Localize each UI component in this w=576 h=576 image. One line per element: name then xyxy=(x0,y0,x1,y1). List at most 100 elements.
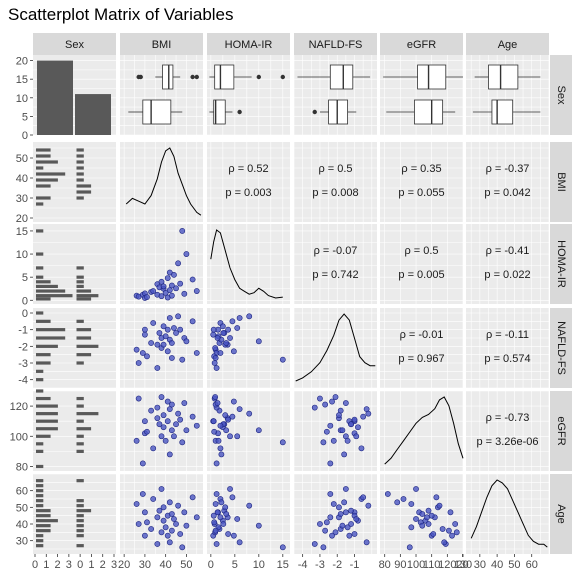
hist-bar-homa-ir-g1 xyxy=(76,289,92,293)
hist-bar-egfr-g1 xyxy=(76,442,84,446)
hist-bar-egfr-g0 xyxy=(36,419,58,423)
scatter-point-bmi-age xyxy=(179,544,186,551)
scatter-point-egfr-age xyxy=(439,526,446,532)
scatter-point-bmi-age xyxy=(141,532,148,539)
hist-bar-egfr-g0 xyxy=(36,404,58,408)
sex-bar-0 xyxy=(37,60,73,136)
scatter-point-bmi-nafld-fs xyxy=(162,333,169,340)
scatter-point-egfr-age xyxy=(419,511,426,517)
hist-bar-age-g0 xyxy=(36,534,44,538)
hist-bar-nafld-fs-g0 xyxy=(36,378,44,382)
x-tick-label-sex: 2 xyxy=(55,559,61,571)
scatter-point-bmi-homa-ir xyxy=(164,275,171,282)
y-tick-label-bmi: 30 xyxy=(16,193,28,205)
strip-label-homa-ir-row: HOMA-IR xyxy=(555,240,567,288)
corr-rho-label: ρ = 0.5 xyxy=(404,245,438,257)
scatter-point-homa-ir-egfr xyxy=(217,422,224,429)
scatter-point-nafld-fs-age xyxy=(341,499,348,506)
hist-bar-egfr-g1 xyxy=(76,449,84,453)
panel-age-bmi xyxy=(120,473,203,554)
scatter-point-nafld-fs-egfr xyxy=(327,460,334,467)
corr-rho-label: ρ = -0.07 xyxy=(314,245,358,257)
scatter-point-bmi-homa-ir xyxy=(173,285,179,292)
scatter-point-bmi-egfr xyxy=(168,401,175,408)
scatter-point-nafld-fs-egfr xyxy=(327,422,334,429)
scatter-point-egfr-age xyxy=(419,522,426,529)
scatter-point-bmi-homa-ir xyxy=(193,288,200,294)
panel-homa-ir-bmi xyxy=(120,224,203,304)
y-tick-label-sex: 20 xyxy=(16,56,28,68)
hist-bar-bmi-g0 xyxy=(36,154,51,158)
panel-background xyxy=(380,142,463,222)
y-tick-label-homa-ir: 0 xyxy=(22,295,28,307)
x-tick-label-egfr: 90 xyxy=(394,559,406,571)
scatter-point-homa-ir-nafld-fs xyxy=(279,356,286,363)
scatter-point-bmi-homa-ir xyxy=(150,288,157,294)
scatter-point-nafld-fs-age xyxy=(329,532,335,539)
corr-p-label: p = 0.005 xyxy=(398,269,444,281)
scatter-point-homa-ir-nafld-fs xyxy=(211,360,218,366)
strip-label-bmi-row: BMI xyxy=(555,172,567,192)
scatter-point-homa-ir-age xyxy=(229,494,236,501)
scatter-point-homa-ir-age xyxy=(225,531,232,537)
hist-bar-homa-ir-g1 xyxy=(76,284,84,289)
hist-bar-age-g0 xyxy=(36,529,51,533)
scatter-point-homa-ir-age xyxy=(212,501,219,507)
hist-bar-bmi-g1 xyxy=(76,148,84,152)
scatter-point-homa-ir-nafld-fs xyxy=(230,348,237,355)
hist-bar-age-g0 xyxy=(36,514,51,518)
panel-age-age xyxy=(466,473,550,554)
strip-egfr-row xyxy=(550,391,572,471)
box-outlier xyxy=(138,74,143,80)
scatter-point-nafld-fs-egfr xyxy=(342,400,349,406)
scatter-point-bmi-nafld-fs xyxy=(141,326,148,333)
scatter-point-bmi-egfr xyxy=(193,422,200,429)
panel-background xyxy=(380,308,463,388)
scatter-point-bmi-age xyxy=(141,509,148,516)
x-tick-label-bmi: 40 xyxy=(160,559,172,571)
scatter-point-homa-ir-egfr xyxy=(236,406,243,413)
scatter-point-bmi-nafld-fs xyxy=(141,331,148,338)
x-tick-label-age: 60 xyxy=(526,559,538,571)
scatter-point-egfr-age xyxy=(413,516,419,522)
panel-bmi-egfr xyxy=(380,142,464,222)
scatter-point-nafld-fs-age xyxy=(317,521,323,527)
scatter-point-bmi-homa-ir xyxy=(171,271,177,278)
hist-bar-egfr-g1 xyxy=(76,412,99,416)
scatter-point-nafld-fs-age xyxy=(336,504,342,511)
scatter-point-homa-ir-age xyxy=(217,514,224,521)
hist-bar-age-g0 xyxy=(36,479,44,483)
scatter-point-bmi-homa-ir xyxy=(158,293,165,300)
corr-p-label: p = 0.055 xyxy=(398,187,444,199)
strip-label-egfr-col: eGFR xyxy=(407,39,436,51)
box-age-0 xyxy=(488,64,519,90)
panel-homa-ir-nafld-fs xyxy=(293,224,377,304)
x-tick-label-sex: 1 xyxy=(43,559,49,571)
hist-bar-age-g1 xyxy=(76,479,84,483)
scatter-point-nafld-fs-age xyxy=(311,541,318,547)
scatter-point-bmi-egfr xyxy=(173,421,179,428)
hist-bar-nafld-fs-g1 xyxy=(76,361,84,365)
hist-bar-age-g0 xyxy=(36,519,58,523)
panel-nafld-fs-homa-ir xyxy=(207,308,290,389)
y-tick-label-age: 30 xyxy=(16,536,28,548)
y-tick-label-sex: 0 xyxy=(22,130,28,142)
scatter-point-homa-ir-egfr xyxy=(223,427,230,434)
scatter-point-bmi-homa-ir xyxy=(160,283,167,290)
scatter-point-egfr-age xyxy=(425,521,432,527)
x-tick-label-egfr: 130 xyxy=(454,559,472,571)
scatter-point-homa-ir-nafld-fs xyxy=(213,365,220,371)
hist-bar-homa-ir-g0 xyxy=(36,252,44,256)
hist-bar-bmi-g0 xyxy=(36,166,44,170)
scatter-point-bmi-nafld-fs xyxy=(154,365,161,371)
scatter-point-bmi-homa-ir xyxy=(168,292,175,299)
y-tick-label-egfr: 120 xyxy=(10,401,28,413)
scatter-point-homa-ir-egfr xyxy=(218,451,225,458)
strip-label-age-row: Age xyxy=(555,504,567,524)
scatter-point-bmi-age xyxy=(168,527,175,534)
scatter-point-bmi-nafld-fs xyxy=(150,320,157,326)
scatter-point-bmi-egfr xyxy=(154,404,161,411)
hist-bar-egfr-g1 xyxy=(76,427,92,431)
hist-bar-age-g0 xyxy=(36,539,44,543)
hist-bar-homa-ir-g1 xyxy=(76,266,84,270)
